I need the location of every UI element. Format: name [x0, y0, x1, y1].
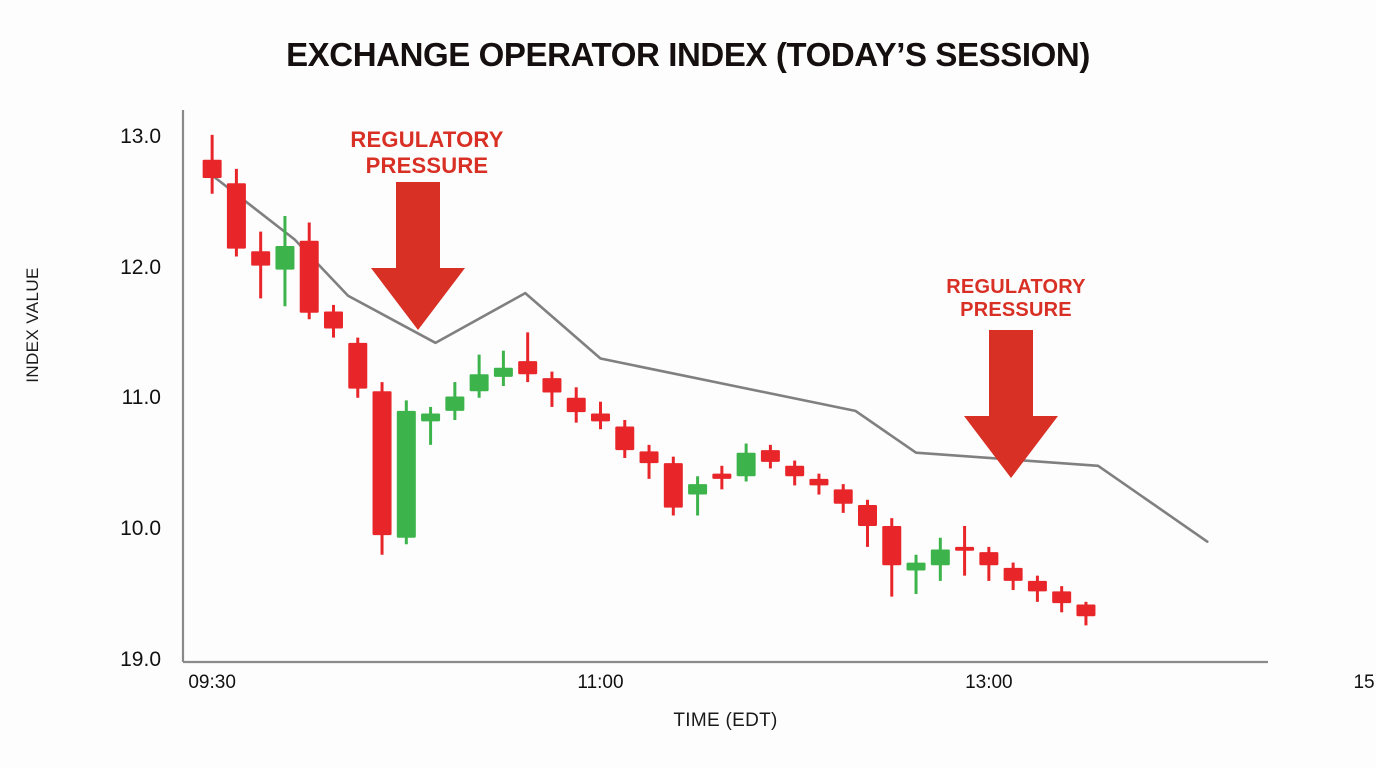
x-axis-tick-label: 13:00	[965, 672, 1013, 693]
candlestick	[1052, 586, 1072, 613]
candlestick	[785, 460, 805, 486]
candlestick	[979, 546, 999, 581]
candlestick	[736, 443, 756, 482]
candlestick	[323, 304, 343, 338]
y-axis-tick-label: 10.0	[120, 517, 161, 541]
candlestick	[639, 444, 659, 479]
candlestick	[882, 518, 902, 597]
candlestick	[712, 465, 732, 490]
candlestick	[299, 222, 319, 320]
candlestick	[348, 337, 368, 398]
annotation-line-1: REGULATORY	[946, 276, 1086, 298]
x-axis-tick-label: 09:30	[188, 672, 236, 693]
down-arrow-icon	[371, 182, 465, 330]
x-axis-tick-label: 15:00	[1353, 672, 1376, 693]
candlestick	[906, 554, 926, 594]
candlestick	[445, 382, 465, 421]
candlestick	[275, 215, 295, 307]
candlestick	[955, 525, 975, 576]
annotation-label-regulatory-pressure-2: REGULATORY PRESSURE	[871, 276, 1161, 323]
annotation-line-2: PRESSURE	[365, 152, 489, 178]
candlestick	[1076, 601, 1096, 626]
axis-spines	[181, 110, 1268, 664]
y-axis-tick-label: 13.0	[120, 124, 161, 148]
candlestick	[760, 444, 780, 469]
candlestick	[615, 420, 635, 458]
candlestick	[566, 387, 586, 423]
candlestick	[1027, 575, 1047, 602]
candlestick	[688, 476, 708, 516]
candlestick	[663, 456, 683, 516]
down-arrow-icon	[964, 330, 1058, 478]
candlestick	[542, 371, 562, 407]
y-axis-tick-label: 11.0	[121, 386, 161, 410]
candlestick-series	[202, 134, 1096, 626]
candlestick	[202, 134, 222, 194]
candlestick	[809, 473, 829, 495]
y-axis-tick-label: 12.0	[120, 255, 161, 279]
x-axis-tick-label: 11:00	[577, 672, 624, 693]
annotation-label-regulatory-pressure-1: REGULATORY PRESSURE	[282, 127, 572, 178]
candlestick	[372, 382, 392, 555]
y-axis-tick-label: 19.0	[120, 648, 161, 671]
candlestick	[858, 499, 877, 547]
candlestick	[833, 484, 853, 513]
annotation-line-1: REGULATORY	[350, 127, 504, 152]
candlestick	[518, 332, 538, 383]
annotation-line-2: PRESSURE	[960, 299, 1072, 322]
x-axis-title: TIME (EDT)	[673, 710, 778, 731]
candlestick	[493, 350, 513, 386]
annotation-arrows	[371, 182, 1058, 478]
candlestick	[396, 400, 416, 545]
chart-title: EXCHANGE OPERATOR INDEX (TODAY’S SESSION…	[286, 36, 1090, 73]
candlestick	[590, 401, 610, 430]
candlestick	[226, 168, 246, 257]
candlestick	[251, 231, 271, 299]
candlestick	[469, 354, 489, 398]
candlestick	[421, 406, 441, 445]
candlestick	[930, 537, 950, 581]
candlestick	[1003, 562, 1023, 591]
